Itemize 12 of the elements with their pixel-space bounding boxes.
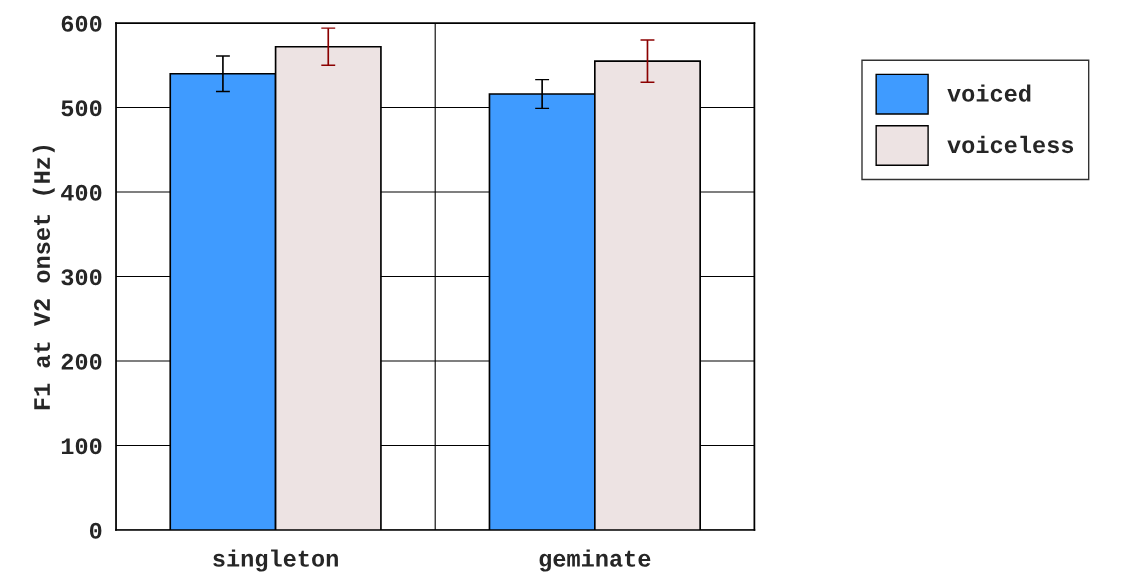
- y-tick-label: 300: [61, 269, 102, 286]
- x-tick-label: singleton: [213, 549, 338, 572]
- y-tick-label: 400: [61, 184, 102, 201]
- y-tick-label: 100: [61, 438, 102, 455]
- y-tick-label: 200: [61, 353, 102, 370]
- y-tick-label: 600: [61, 15, 102, 32]
- legend-label: voiced: [947, 84, 1031, 102]
- y-tick-label: 0: [89, 522, 102, 539]
- x-tick-label: geminate: [539, 549, 651, 572]
- legend-label: voiceless: [947, 135, 1074, 154]
- y-tick-label: 500: [61, 100, 102, 117]
- y-axis-title: F1 at V2 onset (Hz): [32, 145, 55, 410]
